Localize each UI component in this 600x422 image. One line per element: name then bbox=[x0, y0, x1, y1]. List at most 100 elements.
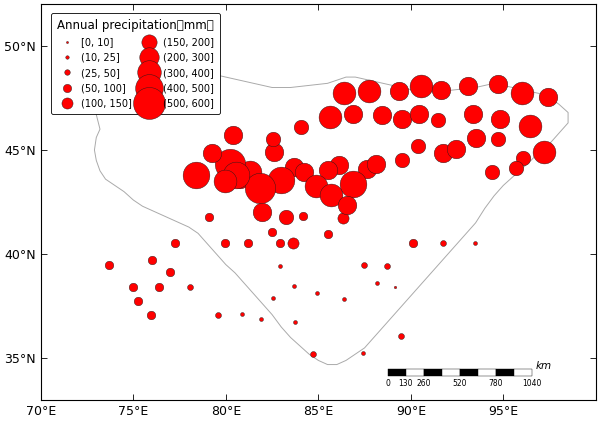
Point bbox=[463, 83, 473, 90]
Point bbox=[518, 155, 527, 162]
Point bbox=[312, 289, 322, 296]
Bar bbox=[478, 369, 496, 376]
Point bbox=[433, 116, 443, 123]
Point bbox=[359, 262, 369, 268]
Point bbox=[377, 112, 386, 119]
Point bbox=[348, 181, 358, 187]
Point bbox=[245, 168, 255, 175]
Point bbox=[170, 240, 180, 247]
Point bbox=[243, 239, 253, 246]
Point bbox=[237, 311, 247, 317]
Point bbox=[226, 161, 235, 168]
Text: 0: 0 bbox=[385, 379, 390, 388]
Point bbox=[257, 208, 266, 215]
Point bbox=[451, 146, 461, 153]
Bar bbox=[442, 369, 460, 376]
Point bbox=[342, 201, 352, 208]
Point bbox=[299, 168, 309, 175]
Text: 520: 520 bbox=[452, 379, 467, 388]
Point bbox=[269, 148, 278, 155]
Point bbox=[277, 177, 286, 184]
Point bbox=[348, 111, 358, 118]
Point bbox=[416, 83, 426, 89]
Point bbox=[511, 165, 521, 171]
Bar bbox=[514, 369, 532, 376]
Point bbox=[323, 230, 333, 237]
Point bbox=[471, 135, 481, 141]
Point bbox=[493, 81, 503, 88]
Point bbox=[438, 240, 448, 246]
Point bbox=[338, 214, 348, 221]
Point bbox=[311, 182, 320, 189]
Point bbox=[289, 283, 298, 290]
Point bbox=[148, 257, 157, 263]
Point bbox=[298, 213, 307, 219]
Point bbox=[146, 311, 156, 318]
Point bbox=[256, 185, 265, 192]
Point bbox=[323, 167, 333, 174]
Point bbox=[220, 240, 229, 246]
Point bbox=[543, 94, 553, 100]
Point bbox=[340, 296, 349, 303]
Point bbox=[438, 149, 448, 156]
Bar bbox=[406, 369, 424, 376]
Point bbox=[207, 149, 217, 156]
Point bbox=[267, 229, 277, 235]
Point bbox=[409, 240, 418, 247]
Point bbox=[104, 262, 114, 268]
Point bbox=[495, 115, 505, 122]
Point bbox=[436, 86, 446, 93]
Text: 130: 130 bbox=[398, 379, 413, 388]
Text: 1040: 1040 bbox=[523, 379, 542, 388]
Point bbox=[308, 350, 318, 357]
Point bbox=[229, 132, 238, 139]
Point bbox=[288, 240, 298, 246]
Bar bbox=[496, 369, 514, 376]
Point bbox=[154, 284, 164, 290]
Point bbox=[518, 90, 527, 97]
Point bbox=[340, 90, 349, 97]
Point bbox=[256, 316, 266, 322]
Point bbox=[289, 164, 298, 170]
Point bbox=[296, 123, 306, 130]
Point bbox=[358, 350, 368, 357]
Point bbox=[185, 284, 195, 290]
Text: 780: 780 bbox=[488, 379, 503, 388]
Point bbox=[325, 114, 335, 120]
Point bbox=[165, 269, 175, 276]
Point bbox=[290, 319, 299, 325]
Point bbox=[396, 333, 406, 340]
Point bbox=[468, 111, 478, 117]
Point bbox=[191, 172, 200, 179]
Point bbox=[371, 160, 381, 167]
Point bbox=[231, 172, 241, 179]
Point bbox=[334, 162, 344, 168]
Point bbox=[539, 148, 549, 155]
Point bbox=[394, 88, 404, 95]
Point bbox=[133, 297, 142, 304]
Point bbox=[382, 262, 392, 269]
Point bbox=[213, 312, 223, 319]
Bar bbox=[460, 369, 478, 376]
Point bbox=[397, 116, 407, 122]
Point bbox=[275, 262, 285, 269]
Point bbox=[525, 123, 535, 130]
Point bbox=[204, 214, 214, 221]
Bar bbox=[424, 369, 442, 376]
Bar bbox=[388, 369, 406, 376]
Point bbox=[414, 111, 424, 117]
Point bbox=[268, 295, 277, 301]
Text: 260: 260 bbox=[416, 379, 431, 388]
Point bbox=[372, 280, 382, 287]
Point bbox=[364, 87, 373, 94]
Point bbox=[326, 192, 336, 199]
Text: km: km bbox=[536, 360, 552, 371]
Point bbox=[493, 136, 503, 143]
Point bbox=[391, 284, 400, 290]
Point bbox=[487, 169, 497, 176]
Point bbox=[220, 178, 229, 184]
Point bbox=[235, 176, 245, 183]
Point bbox=[275, 240, 285, 247]
Point bbox=[470, 240, 479, 246]
Legend: [0, 10], (10, 25], (25, 50], (50, 100], (100, 150], (150, 200], (200, 300], (300: [0, 10], (10, 25], (25, 50], (50, 100], … bbox=[51, 13, 220, 114]
